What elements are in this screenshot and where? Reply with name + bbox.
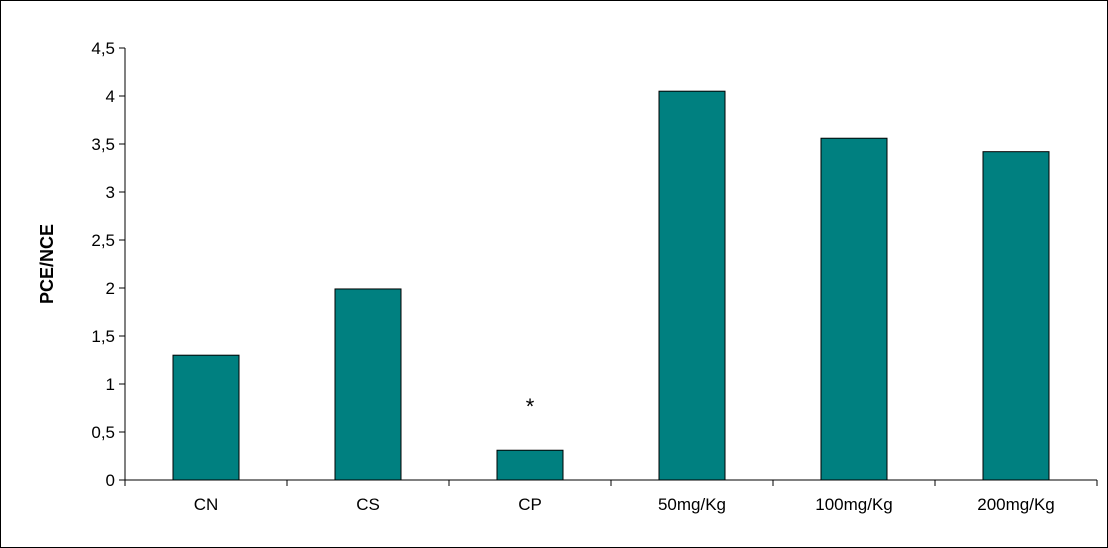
y-tick-label: 3: [106, 183, 115, 202]
y-tick-label: 2,5: [91, 231, 115, 250]
y-tick-label: 4,5: [91, 39, 115, 58]
axes: [119, 47, 1098, 486]
y-tick-label: 1: [106, 375, 115, 394]
y-tick-label: 4: [106, 87, 115, 106]
x-tick-label: 200mg/Kg: [977, 495, 1055, 514]
bar-cn: [172, 354, 240, 481]
significance-annotation: *: [526, 394, 535, 419]
y-tick-label: 1,5: [91, 327, 115, 346]
x-tick-label: CP: [518, 495, 542, 514]
bar-200mg-kg: [982, 151, 1050, 481]
bar-100mg-kg: [820, 137, 888, 481]
bar-cs: [334, 288, 402, 481]
labels: 0 0,5 1 1,5 2 2,5 3 3,5 4 4,5 CN CS CP 50mg/Kg 100mg/K…: [91, 39, 1054, 514]
x-tick-label: 50mg/Kg: [658, 495, 726, 514]
y-tick-label: 2: [106, 279, 115, 298]
x-tick-label: CS: [356, 495, 380, 514]
bars: [172, 90, 1050, 481]
y-axis-title-group: PCE/NCE: [37, 224, 57, 304]
y-tick-label: 3,5: [91, 135, 115, 154]
bar-cp: [496, 449, 564, 481]
y-tick-label: 0,5: [91, 423, 115, 442]
x-tick-label: CN: [194, 495, 219, 514]
y-axis-title: PCE/NCE: [37, 224, 57, 304]
y-tick-label: 0: [106, 471, 115, 490]
bar-50mg-kg: [658, 90, 726, 481]
x-tick-label: 100mg/Kg: [815, 495, 893, 514]
